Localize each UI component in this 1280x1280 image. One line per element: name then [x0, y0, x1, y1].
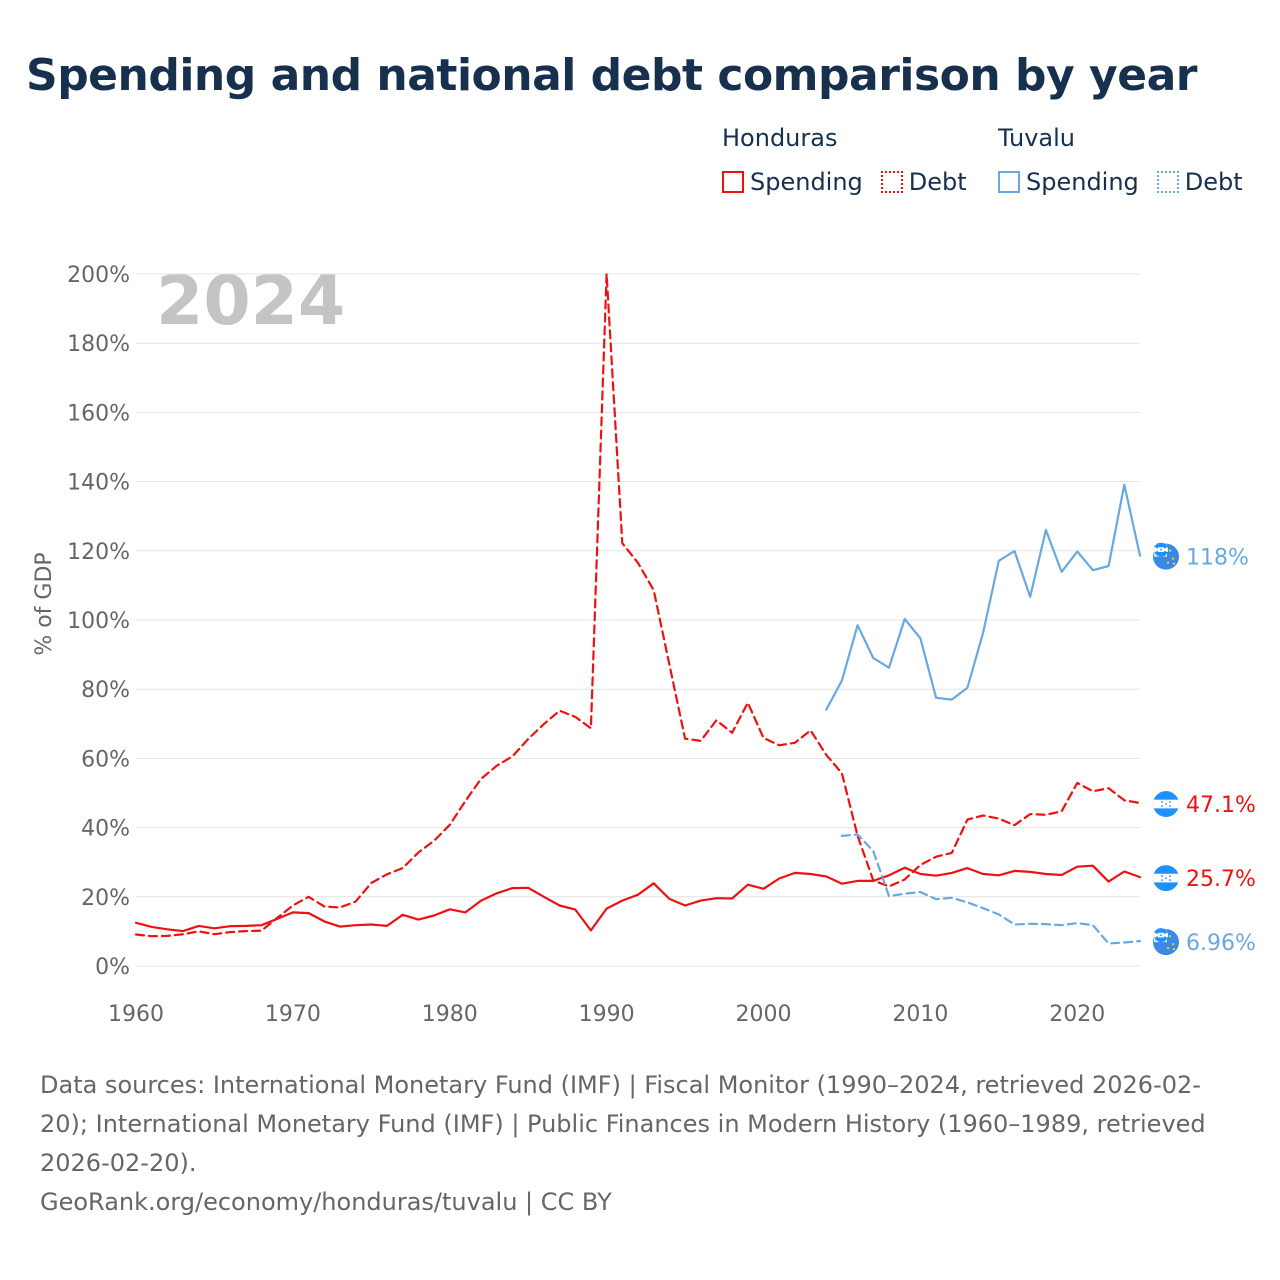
legend-item-label: Debt — [908, 168, 967, 196]
legend-item-tuvalu-debt[interactable]: Debt — [1156, 168, 1243, 196]
x-tick-label: 1990 — [579, 1002, 635, 1027]
flag-star — [1164, 936, 1166, 938]
x-tick-label: 2000 — [736, 1002, 792, 1027]
flag-star — [1172, 947, 1176, 951]
flag-star — [1161, 875, 1163, 877]
legend-item-label: Spending — [750, 168, 863, 196]
legend-country-label: Honduras — [722, 124, 838, 152]
flag-star — [1161, 805, 1163, 807]
legend-swatch-solid — [722, 171, 744, 193]
flag-star — [1168, 934, 1172, 938]
y-tick-label: 20% — [81, 886, 130, 911]
x-tick-label: 1970 — [265, 1002, 321, 1027]
y-tick-label: 80% — [81, 678, 130, 703]
y-tick-label: 0% — [95, 955, 130, 980]
flag-star — [1169, 875, 1171, 877]
flag-star — [1156, 550, 1158, 553]
x-tick-label: 1960 — [108, 1002, 164, 1027]
flag-star — [1171, 557, 1175, 560]
legend-swatch-dotted — [1156, 171, 1179, 193]
series-line-tuvalu-debt — [840, 833, 1142, 945]
flag-star — [1156, 546, 1158, 549]
flag-star — [1156, 932, 1158, 934]
flag-star — [1171, 942, 1175, 946]
series-line-honduras-debt — [134, 272, 1142, 938]
y-tick-label: 100% — [67, 609, 130, 634]
series-line-tuvalu-spending — [825, 483, 1142, 711]
year-watermark: 2024 — [156, 262, 345, 341]
y-tick-label: 120% — [67, 540, 130, 565]
flag-star — [1161, 879, 1163, 881]
flag-star — [1156, 936, 1158, 938]
end-label-honduras-spending: 25.7% — [1186, 867, 1256, 892]
chart-title: Spending and national debt comparison by… — [26, 50, 1197, 101]
y-tick-label: 60% — [81, 747, 130, 772]
y-axis-label: % of GDP — [32, 552, 57, 655]
legend-item-label: Spending — [1026, 168, 1139, 196]
footer: Data sources: International Monetary Fun… — [40, 1066, 1240, 1222]
end-label-honduras-debt: 47.1% — [1186, 793, 1256, 818]
flag-star — [1161, 801, 1163, 803]
y-tick-label: 40% — [81, 817, 130, 842]
legend-item-label: Debt — [1184, 168, 1243, 196]
flag-star — [1164, 546, 1166, 549]
flag-star — [1165, 803, 1167, 805]
x-tick-label: 2010 — [892, 1002, 948, 1027]
x-tick-label: 2020 — [1049, 1002, 1105, 1027]
flag-star — [1169, 801, 1171, 803]
y-tick-label: 200% — [67, 263, 130, 288]
data-sources: Data sources: International Monetary Fun… — [40, 1071, 1206, 1177]
attribution[interactable]: GeoRank.org/economy/honduras/tuvalu | CC… — [40, 1188, 612, 1216]
flag-star — [1160, 934, 1162, 936]
x-tick-label: 1980 — [422, 1002, 478, 1027]
y-tick-label: 160% — [67, 401, 130, 426]
flag-star — [1169, 879, 1171, 881]
line-chart: 2024 0% 20% 40% 60% 80% 100% 120% 140% 160% 180% 20… — [32, 262, 1256, 1027]
flag-star — [1166, 946, 1170, 950]
y-tick-label: 180% — [67, 332, 130, 357]
flag-star — [1164, 932, 1166, 934]
end-label-tuvalu-spending: 118% — [1186, 546, 1249, 571]
legend-swatch-dotted — [880, 171, 903, 193]
flag-star — [1160, 548, 1162, 551]
flag-star — [1168, 549, 1172, 552]
y-tick-label: 140% — [67, 471, 130, 496]
legend-item-honduras-spending[interactable]: Spending — [722, 168, 863, 196]
legend-group-honduras: Honduras Spending Debt — [722, 124, 967, 196]
legend-item-honduras-debt[interactable]: Debt — [880, 168, 967, 196]
series-line-honduras-spending — [134, 864, 1142, 933]
legend-country-label: Tuvalu — [998, 124, 1076, 152]
flag-star — [1169, 805, 1171, 807]
flag-star — [1166, 561, 1170, 564]
flag-star — [1164, 550, 1166, 553]
legend-group-tuvalu: Tuvalu Spending Debt — [998, 124, 1243, 196]
legend-item-tuvalu-spending[interactable]: Spending — [998, 168, 1139, 196]
end-label-tuvalu-debt: 6.96% — [1186, 931, 1256, 956]
flag-star — [1165, 877, 1167, 879]
flag-star — [1172, 562, 1176, 565]
legend-swatch-solid — [998, 171, 1020, 193]
